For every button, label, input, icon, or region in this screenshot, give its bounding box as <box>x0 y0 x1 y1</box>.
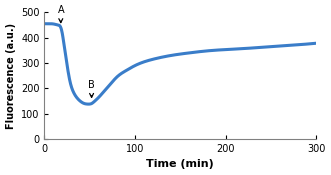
Text: B: B <box>88 80 95 97</box>
Y-axis label: Fluorescence (a.u.): Fluorescence (a.u.) <box>6 23 16 129</box>
X-axis label: Time (min): Time (min) <box>147 159 214 169</box>
Text: A: A <box>58 5 64 23</box>
